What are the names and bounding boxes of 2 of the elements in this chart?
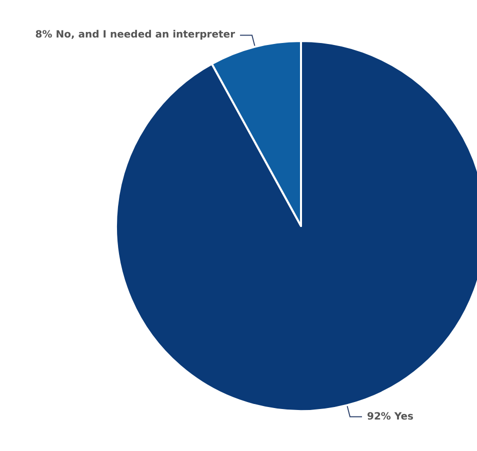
slice-label: 8% No, and I needed an interpreter: [35, 30, 236, 41]
slice-label: 92% Yes: [366, 411, 414, 422]
